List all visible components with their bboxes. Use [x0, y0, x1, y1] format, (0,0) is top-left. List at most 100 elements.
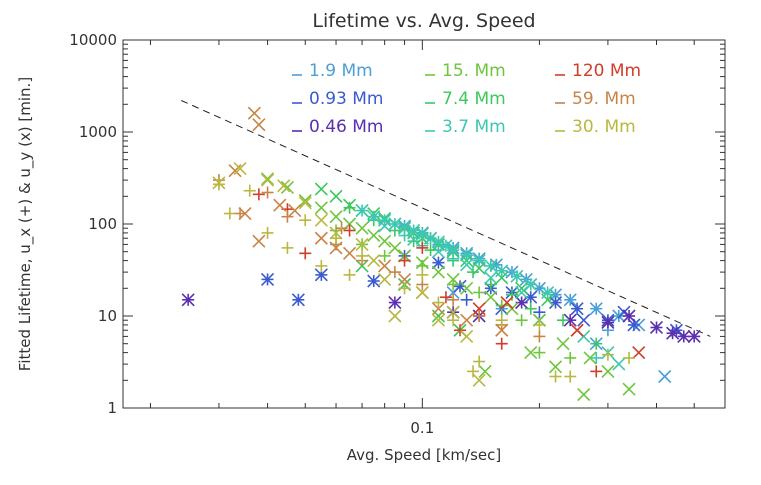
data-point: [460, 258, 474, 272]
data-point: [484, 290, 498, 304]
y-tick-label: 100: [88, 215, 117, 233]
data-point: [622, 382, 636, 396]
data-point: [367, 228, 381, 243]
data-point: [447, 314, 460, 327]
data-point: [557, 314, 570, 327]
data-point: [541, 285, 555, 300]
x-tick-label: 0.1: [410, 419, 434, 437]
data-point: [590, 351, 603, 364]
data-point: [431, 302, 445, 316]
data-point: [495, 299, 508, 312]
data-point: [378, 259, 392, 273]
data-point: [388, 266, 401, 279]
data-point: [252, 234, 266, 248]
data-point: [564, 351, 577, 364]
y-tick-label: 10: [98, 307, 117, 325]
data-point: [447, 293, 460, 306]
data-point: [495, 264, 509, 278]
data-point: [397, 272, 412, 286]
data-point: [439, 291, 452, 304]
data-point: [329, 189, 343, 203]
data-point: [577, 387, 591, 402]
data-point: [577, 313, 591, 327]
data-point: [622, 309, 636, 323]
x-axis-label: Avg. Speed [km/sec]: [347, 446, 501, 464]
reference-line: [181, 100, 711, 337]
data-point: [467, 365, 480, 378]
data-point: [649, 320, 664, 335]
data-point: [472, 254, 486, 268]
data-point: [612, 357, 626, 371]
data-point: [343, 224, 356, 237]
data-point: [454, 324, 467, 337]
data-point: [416, 268, 429, 281]
data-point: [460, 313, 474, 327]
data-point: [330, 232, 343, 245]
data-point: [533, 318, 546, 331]
data-point: [515, 285, 529, 300]
data-point: [247, 106, 261, 120]
data-points: [181, 106, 701, 402]
data-point: [273, 198, 287, 212]
data-point: [314, 182, 328, 196]
data-point: [570, 302, 584, 316]
data-point: [431, 313, 445, 327]
data-point: [261, 226, 274, 239]
data-point: [431, 245, 445, 259]
legend-label: 0.93 Mm: [309, 89, 383, 109]
data-point: [447, 252, 460, 265]
data-point: [261, 186, 274, 199]
data-point: [447, 278, 460, 291]
data-point: [601, 315, 615, 330]
data-point: [367, 210, 381, 224]
data-point: [355, 237, 369, 251]
data-point: [446, 305, 460, 319]
data-point: [431, 265, 445, 279]
data-point: [601, 348, 614, 361]
legend: 1.9 Mm 0.93 Mm 0.46 Mm 15. Mm 7.4 Mm 3.7 Mm 12…: [292, 61, 641, 137]
data-point: [281, 241, 294, 254]
reference-dashed-line: [181, 100, 711, 337]
data-point: [329, 210, 343, 224]
data-point: [378, 213, 392, 227]
data-point: [315, 259, 328, 272]
y-axis-label: Fitted Lifetime, u_x (+) & u_y (x) [min.…: [16, 77, 35, 371]
series-group: [252, 188, 646, 378]
data-point: [378, 249, 391, 262]
data-point: [589, 302, 603, 316]
data-point: [378, 219, 392, 233]
series-group: [314, 182, 603, 350]
series-group: [355, 203, 626, 371]
data-point: [260, 173, 275, 187]
data-point: [432, 296, 445, 309]
data-point: [288, 203, 302, 218]
data-point: [181, 293, 195, 307]
data-point: [460, 293, 473, 306]
data-point: [243, 184, 256, 197]
data-point: [367, 254, 381, 268]
data-point: [431, 256, 445, 270]
data-point: [388, 217, 402, 231]
data-point: [495, 337, 508, 350]
series-group: [181, 293, 701, 343]
data-point: [524, 346, 538, 360]
data-point: [260, 272, 275, 286]
data-point: [524, 302, 537, 315]
data-point: [515, 295, 529, 310]
data-point: [388, 309, 402, 323]
data-point: [472, 373, 486, 387]
data-point: [314, 213, 328, 227]
data-point: [252, 118, 266, 132]
data-point: [299, 214, 312, 227]
axis-ticks: 1 10 100 1000 10000 0.1: [69, 31, 725, 437]
data-point: [632, 346, 646, 360]
data-point: [495, 314, 508, 327]
legend-label: 15. Mm: [442, 61, 506, 81]
y-tick-label: 1: [107, 399, 117, 417]
data-point: [355, 203, 369, 218]
data-point: [398, 282, 411, 295]
data-point: [314, 201, 328, 215]
data-point: [590, 365, 603, 378]
data-point: [460, 281, 474, 295]
data-point: [687, 329, 701, 343]
